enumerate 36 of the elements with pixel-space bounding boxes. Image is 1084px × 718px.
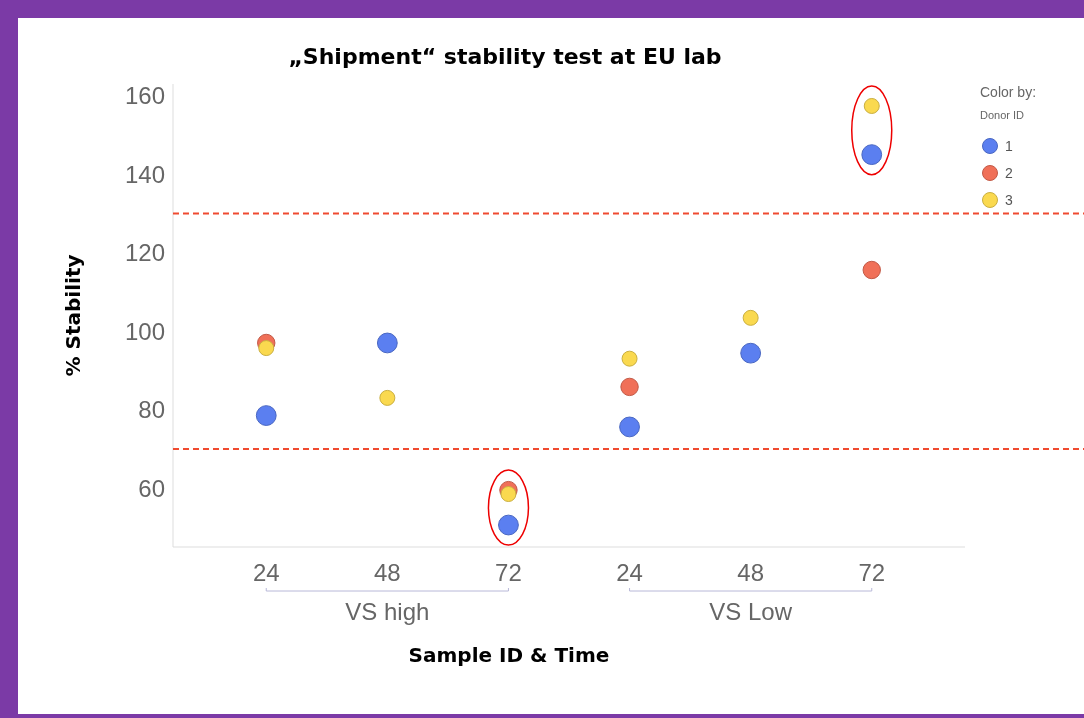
y-tick-label: 80 [138, 396, 165, 424]
text: VS high [345, 598, 430, 625]
chart-title: „Shipment“ stability test at EU lab [288, 44, 722, 69]
legend-label: 3 [1005, 191, 1013, 208]
y-tick-label: 140 [124, 160, 165, 188]
point [619, 416, 640, 438]
y-axis-title: % Stability [61, 254, 85, 377]
legend-title: Color by: [980, 84, 1037, 100]
point [742, 309, 759, 326]
x-tick-label: 48 [737, 559, 764, 586]
point [740, 342, 762, 364]
x-tick-label: 24 [252, 559, 280, 586]
legend-label: 1 [1005, 137, 1013, 154]
point [861, 144, 883, 166]
x-tick-label: 72 [858, 559, 886, 586]
point [863, 97, 880, 114]
text: VS Low [709, 598, 793, 625]
x-tick-label: 48 [374, 559, 401, 586]
point [500, 486, 517, 503]
legend-label: 2 [1005, 164, 1013, 181]
x-axis-title: Sample ID & Time [408, 643, 610, 667]
y-tick-label: 60 [138, 474, 165, 502]
text: Donor ID [980, 109, 1025, 121]
point [379, 389, 396, 406]
point [620, 377, 639, 397]
point [258, 340, 275, 357]
point [621, 350, 638, 367]
y-tick-label: 120 [124, 239, 165, 267]
point [376, 332, 398, 354]
x-tick-label: 72 [495, 559, 522, 586]
point [255, 405, 277, 426]
x-tick-label: 24 [616, 559, 643, 586]
y-tick-label: 160 [124, 82, 165, 110]
point [862, 260, 881, 280]
y-tick-label: 100 [124, 317, 165, 345]
point [498, 514, 519, 536]
